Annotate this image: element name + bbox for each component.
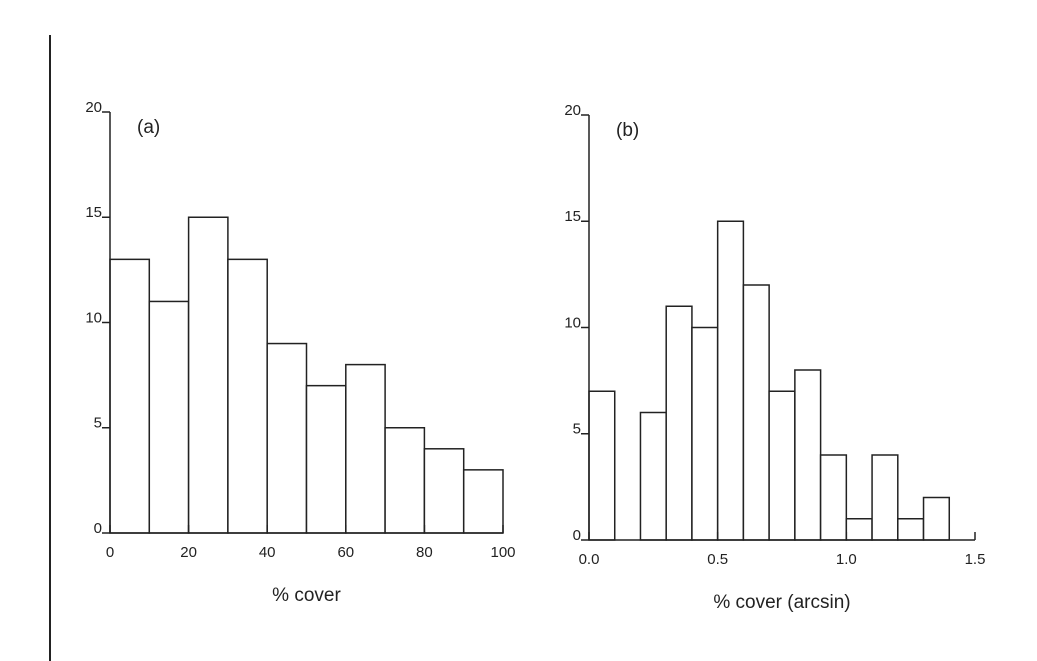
x-tick-label: 40 — [259, 544, 276, 561]
bar — [384, 427, 426, 534]
x-axis-label: % cover (arcsin) — [713, 592, 850, 613]
bar — [423, 448, 465, 534]
bar — [305, 384, 347, 534]
y-tick-label: 20 — [564, 102, 581, 119]
y-tick-label: 15 — [85, 204, 102, 221]
x-tick-label: 60 — [337, 544, 354, 561]
bar — [742, 284, 770, 541]
x-tick-label: 1.5 — [965, 551, 986, 568]
bar — [639, 411, 667, 541]
y-tick-label: 0 — [94, 520, 102, 537]
bar — [768, 390, 796, 541]
bar — [897, 518, 925, 541]
panel-label: (a) — [137, 117, 160, 138]
x-tick-label: 1.0 — [836, 551, 857, 568]
bar — [665, 305, 693, 541]
bar — [794, 369, 822, 541]
y-tick-label: 10 — [564, 314, 581, 331]
y-tick-label: 5 — [94, 415, 102, 432]
y-tick-label: 15 — [564, 208, 581, 225]
bar — [691, 326, 719, 541]
bar — [266, 342, 308, 534]
x-tick-label: 100 — [490, 544, 515, 561]
bar — [187, 216, 229, 534]
y-tick-label: 20 — [85, 99, 102, 116]
bar — [716, 220, 745, 541]
bar — [588, 390, 616, 541]
x-tick-label: 0 — [106, 544, 114, 561]
bar — [819, 454, 848, 541]
x-tick-label: 0.0 — [579, 551, 600, 568]
x-tick-label: 20 — [180, 544, 197, 561]
bar — [871, 454, 899, 541]
bar — [462, 469, 504, 534]
bar — [845, 518, 873, 541]
panel-label: (b) — [616, 120, 639, 141]
x-tick-label: 0.5 — [707, 551, 728, 568]
x-tick-label: 80 — [416, 544, 433, 561]
y-tick-label: 0 — [573, 527, 581, 544]
bar — [109, 258, 151, 534]
bar — [345, 363, 386, 534]
bar — [922, 496, 951, 541]
bar — [227, 258, 268, 534]
bar — [148, 300, 190, 534]
y-tick-label: 5 — [573, 421, 581, 438]
y-tick-label: 10 — [85, 309, 102, 326]
x-axis-label: % cover — [272, 585, 341, 606]
